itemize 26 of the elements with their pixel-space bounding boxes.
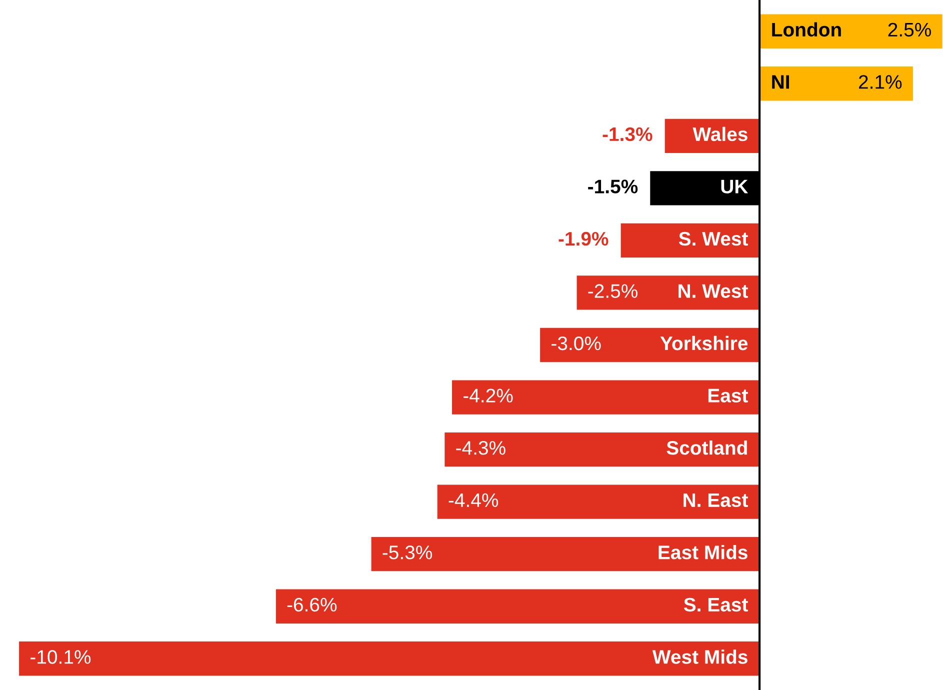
data-label: 2.5% [888, 22, 931, 37]
data-label: -3.0% [552, 336, 601, 350]
y-tick-label: Wales [692, 126, 748, 142]
data-label: 2.1% [858, 75, 902, 89]
y-tick-label: Yorkshire [660, 336, 748, 350]
data-label: -2.5% [588, 284, 638, 298]
y-tick-label: N. West [678, 284, 748, 298]
y-tick-label: East Mids [658, 545, 748, 560]
y-tick-label: London [772, 22, 841, 37]
y-tick-label: Scotland [666, 440, 747, 455]
data-label: -5.3% [382, 546, 432, 560]
y-tick-label: East [708, 388, 748, 402]
data-label: -1.3% [602, 127, 652, 142]
y-tick-label: UK [721, 180, 748, 194]
y-tick-label: West Mids [652, 650, 748, 664]
y-tick-label: S. West [678, 232, 748, 246]
y-tick-label: N. East [684, 493, 748, 508]
data-label: -4.3% [456, 440, 506, 455]
data-label: -6.6% [287, 598, 337, 612]
data-label: -10.1% [30, 650, 91, 664]
data-label: -4.2% [464, 388, 513, 402]
data-label: -1.9% [558, 232, 608, 246]
y-tick-label: S. East [684, 598, 748, 612]
y-tick-label: NI [772, 75, 789, 89]
data-label: -4.4% [448, 493, 498, 507]
data-label: -1.5% [588, 180, 638, 194]
